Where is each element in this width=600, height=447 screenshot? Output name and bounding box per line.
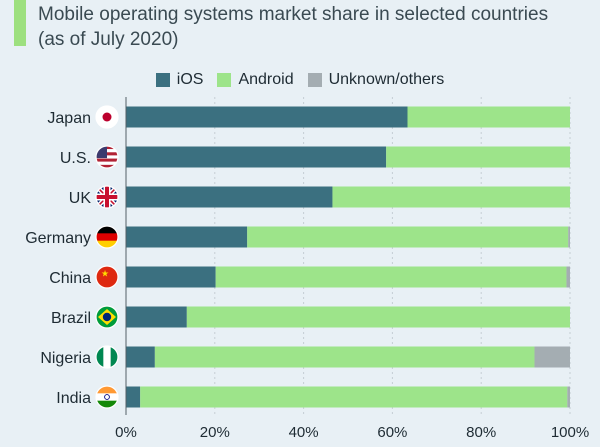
bar-u-s-ios (126, 146, 387, 168)
x-tick-label: 0% (115, 424, 137, 441)
legend-item-android: Android (217, 71, 294, 89)
bar-germany-ios (126, 226, 248, 248)
bar-china-ios (126, 266, 216, 288)
bar-u-s-android (386, 146, 570, 168)
flag-china-icon: ★ (95, 265, 119, 289)
bar-india-ios (126, 386, 141, 408)
category-label-nigeria: Nigeria (40, 350, 91, 367)
x-tick-label: 100% (551, 424, 589, 441)
flag-nigeria-icon (95, 345, 119, 369)
legend-item-ios: iOS (155, 71, 204, 89)
flag-brazil-icon (95, 305, 119, 329)
bar-brazil-android (186, 306, 570, 328)
x-tick-label: 20% (200, 424, 230, 441)
legend: iOS Android Unknown/others (0, 69, 600, 91)
legend-swatch-android (217, 73, 232, 87)
x-tick-label: 40% (289, 424, 319, 441)
bar-brazil-ios (126, 306, 187, 328)
category-label-u-s: U.S. (60, 150, 91, 167)
bar-india-unknown-others (567, 386, 570, 408)
flag-germany-icon (95, 225, 119, 249)
bar-nigeria-unknown-others (534, 346, 570, 368)
flag-uk-icon (95, 185, 119, 209)
legend-swatch-ios (155, 73, 170, 87)
bar-japan-ios (126, 106, 408, 128)
bar-china-android (215, 266, 567, 288)
bar-japan-android (407, 106, 570, 128)
category-label-brazil: Brazil (51, 310, 91, 327)
bar-uk-ios (126, 186, 333, 208)
chart-title: Mobile operating systems market share in… (38, 4, 549, 50)
bar-germany-android (247, 226, 569, 248)
category-label-japan: Japan (47, 110, 91, 127)
x-tick-label: 60% (377, 424, 407, 441)
bar-uk-android (332, 186, 570, 208)
category-label-germany: Germany (25, 230, 91, 247)
category-label-uk: UK (69, 190, 92, 207)
flag-japan-icon (95, 105, 119, 129)
category-label-china: China (49, 270, 91, 287)
svg-text:★: ★ (101, 269, 109, 279)
bar-china-unknown-others (566, 266, 570, 288)
legend-item-others: Unknown/others (307, 71, 445, 89)
legend-label-android: Android (238, 71, 294, 88)
flag-india-icon (95, 385, 119, 409)
x-tick-label: 80% (466, 424, 496, 441)
legend-label-ios: iOS (176, 71, 204, 88)
title-accent-bar (14, 0, 26, 46)
bar-nigeria-ios (126, 346, 155, 368)
bar-india-android (140, 386, 568, 408)
flag-us-icon (95, 145, 119, 169)
bar-nigeria-android (154, 346, 535, 368)
bar-germany-unknown-others (568, 226, 570, 248)
legend-swatch-others (307, 73, 322, 87)
category-label-india: India (56, 390, 91, 407)
legend-label-others: Unknown/others (328, 71, 445, 88)
